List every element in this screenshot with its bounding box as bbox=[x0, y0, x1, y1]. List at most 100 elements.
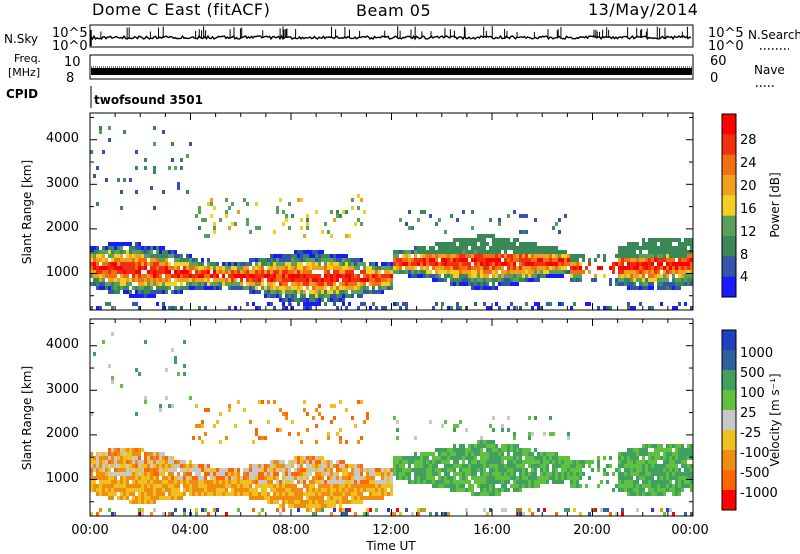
power-cell bbox=[675, 238, 678, 242]
velocity-cell bbox=[213, 472, 216, 476]
power-cell bbox=[198, 206, 201, 210]
power-cell bbox=[402, 262, 405, 266]
power-cell bbox=[141, 250, 144, 254]
velocity-cell bbox=[156, 456, 159, 460]
power-cell bbox=[492, 254, 495, 258]
velocity-cell bbox=[387, 472, 390, 476]
velocity-cell bbox=[651, 464, 654, 468]
nsky-top-tick: 10^5 bbox=[52, 26, 88, 41]
velocity-cell bbox=[354, 484, 357, 488]
velocity-cell bbox=[690, 456, 693, 460]
power-cell bbox=[684, 266, 687, 270]
power-cell bbox=[411, 274, 414, 278]
power-cell bbox=[507, 246, 510, 250]
power-cell bbox=[123, 258, 126, 262]
power-cell bbox=[474, 286, 477, 290]
power-cell bbox=[192, 258, 195, 262]
power-cell bbox=[321, 230, 324, 234]
power-cell bbox=[228, 270, 231, 274]
velocity-cell bbox=[93, 464, 96, 468]
velocity-cell bbox=[552, 480, 555, 484]
velocity-cell bbox=[471, 476, 474, 480]
power-cell bbox=[270, 302, 273, 306]
velocity-cell bbox=[120, 480, 123, 484]
power-cell bbox=[558, 258, 561, 262]
power-cell bbox=[507, 266, 510, 270]
power-cell bbox=[450, 250, 453, 254]
power-cell bbox=[249, 278, 252, 282]
velocity-cell bbox=[360, 488, 363, 492]
velocity-cell bbox=[492, 456, 495, 460]
power-cell bbox=[465, 266, 468, 270]
velocity-cell bbox=[534, 480, 537, 484]
velocity-cell bbox=[399, 468, 402, 472]
velocity-cell bbox=[90, 480, 93, 484]
power-cell bbox=[666, 242, 669, 246]
velocity-cell bbox=[204, 464, 207, 468]
velocity-cell bbox=[492, 448, 495, 452]
velocity-cell bbox=[132, 472, 135, 476]
power-cell bbox=[450, 278, 453, 282]
power-cell bbox=[336, 290, 339, 294]
power-cell bbox=[150, 294, 153, 298]
velocity-cell bbox=[138, 452, 141, 456]
velocity-cell bbox=[306, 504, 309, 508]
velocity-cell bbox=[138, 496, 141, 500]
power-cell bbox=[237, 282, 240, 286]
velocity-cell bbox=[678, 448, 681, 452]
power-cell bbox=[330, 234, 333, 238]
velocity-cell bbox=[252, 480, 255, 484]
velocity-cell bbox=[399, 512, 402, 516]
velocity-cell bbox=[453, 424, 456, 428]
velocity-cell bbox=[111, 380, 114, 384]
power-cbar-tick-20: 20 bbox=[740, 179, 757, 194]
power-cell bbox=[669, 246, 672, 250]
velocity-colorbar bbox=[722, 330, 736, 511]
power-cell bbox=[270, 278, 273, 282]
power-cell bbox=[177, 278, 180, 282]
velocity-cell bbox=[165, 464, 168, 468]
power-cell bbox=[501, 270, 504, 274]
power-cell bbox=[156, 282, 159, 286]
power-cell bbox=[423, 266, 426, 270]
velocity-cell bbox=[486, 460, 489, 464]
velocity-cell bbox=[318, 468, 321, 472]
power-cell bbox=[636, 254, 639, 258]
velocity-cell bbox=[450, 488, 453, 492]
power-cell bbox=[330, 210, 333, 214]
power-cell bbox=[555, 270, 558, 274]
power-cell bbox=[555, 222, 558, 226]
velocity-cell bbox=[207, 492, 210, 496]
power-cell bbox=[450, 282, 453, 286]
velocity-cell bbox=[504, 484, 507, 488]
power-cell bbox=[618, 278, 621, 282]
power-cell bbox=[369, 270, 372, 274]
power-cell bbox=[546, 274, 549, 278]
power-cell bbox=[297, 262, 300, 266]
velocity-cell bbox=[162, 492, 165, 496]
velocity-cell bbox=[132, 492, 135, 496]
power-cell bbox=[324, 266, 327, 270]
power-cell bbox=[522, 250, 525, 254]
velocity-cell bbox=[426, 476, 429, 480]
power-cell bbox=[531, 258, 534, 262]
power-cell bbox=[303, 258, 306, 262]
velocity-cell bbox=[687, 464, 690, 468]
power-cell bbox=[564, 270, 567, 274]
power-cell bbox=[519, 306, 522, 310]
velocity-cell bbox=[90, 456, 93, 460]
power-cell bbox=[384, 278, 387, 282]
power-cell bbox=[138, 262, 141, 266]
velocity-cell bbox=[552, 468, 555, 472]
velocity-cell bbox=[120, 488, 123, 492]
velocity-cell bbox=[237, 400, 240, 404]
velocity-cell bbox=[585, 484, 588, 488]
power-cell bbox=[549, 266, 552, 270]
power-cell bbox=[330, 266, 333, 270]
power-cell bbox=[558, 230, 561, 234]
cpid-label: CPID bbox=[6, 87, 38, 101]
power-cell bbox=[213, 226, 216, 230]
power-cell bbox=[93, 282, 96, 286]
power-cell bbox=[330, 294, 333, 298]
velocity-cell bbox=[297, 468, 300, 472]
